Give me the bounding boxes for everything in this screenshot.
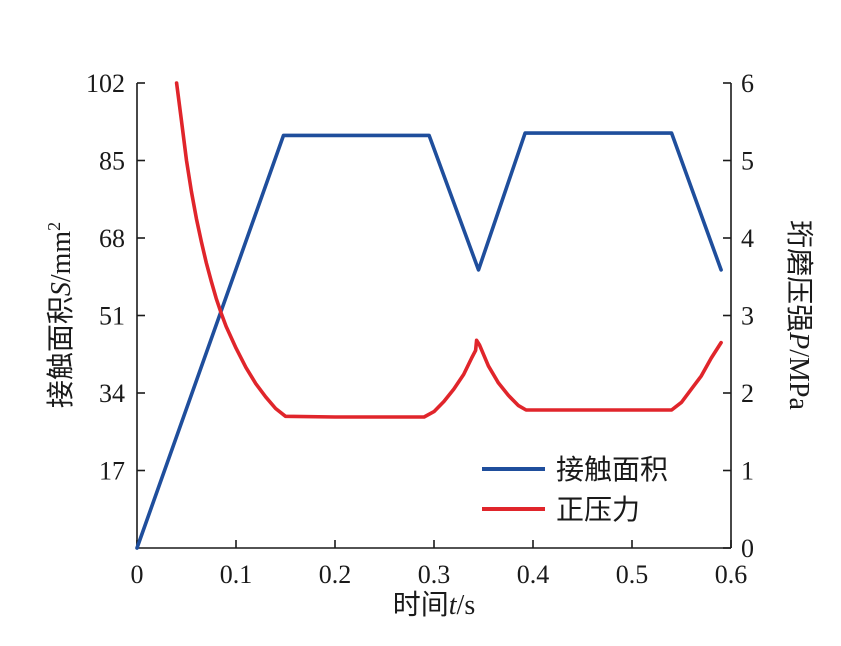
series-line-normal-pressure [174, 81, 723, 419]
y-left-tick-label: 17 [99, 457, 125, 486]
y-axis-left-title: 接触面积S/mm2 [44, 222, 77, 408]
x-axis-ticks: 0 0.1 0.2 0.3 0.4 0.5 0.6 [131, 540, 748, 589]
y-axis-left-ticks: 17 34 51 68 85 102 [86, 69, 145, 486]
y-left-tick-label: 102 [86, 69, 125, 98]
x-axis-title: 时间t/s [393, 589, 475, 621]
y-left-tick-label: 85 [99, 147, 125, 176]
legend: 接触面积 正压力 [482, 454, 668, 526]
y-left-tick-label: 68 [99, 224, 125, 253]
x-tick-label: 0.5 [616, 560, 649, 589]
x-tick-label: 0 [131, 560, 144, 589]
legend-label-contact-area: 接触面积 [556, 454, 668, 486]
series-layer [135, 81, 723, 550]
y-right-tick-label: 0 [741, 534, 754, 563]
legend-label-normal-pressure: 正压力 [556, 494, 640, 526]
y-left-tick-label: 51 [99, 302, 125, 331]
y-right-tick-label: 2 [741, 379, 754, 408]
y-right-tick-label: 3 [741, 302, 754, 331]
y-right-tick-label: 6 [741, 69, 754, 98]
x-tick-label: 0.2 [319, 560, 352, 589]
y-right-tick-label: 5 [741, 147, 754, 176]
y-axis-right-ticks: 0 1 2 3 4 5 6 [723, 69, 754, 563]
x-tick-label: 0.3 [418, 560, 451, 589]
x-tick-label: 0.1 [220, 560, 253, 589]
y-right-tick-label: 4 [741, 224, 754, 253]
series-line-contact-area [135, 131, 723, 550]
x-tick-label: 0.4 [517, 560, 550, 589]
y-axis-right-title: 珩磨压强P/MPa [783, 220, 815, 410]
y-right-tick-label: 1 [741, 457, 754, 486]
x-tick-label: 0.6 [715, 560, 748, 589]
y-left-tick-label: 34 [99, 379, 125, 408]
